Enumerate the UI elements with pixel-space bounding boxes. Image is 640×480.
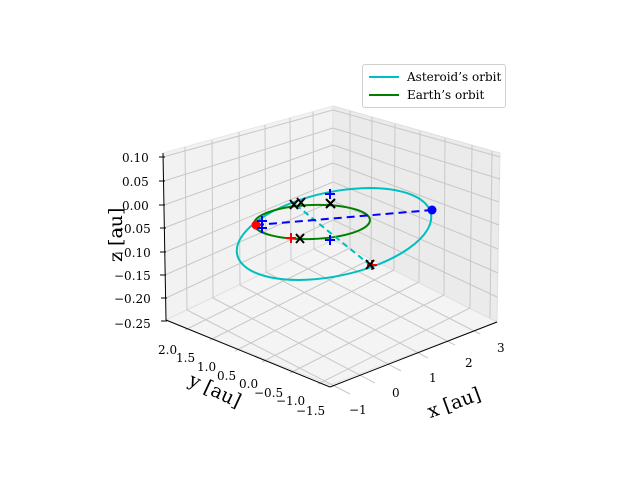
floor-grid (184, 247, 481, 395)
x-axis-label: x [au] (424, 383, 483, 423)
blue-plus-markers (257, 189, 335, 245)
z-tick-label: −0.20 (114, 292, 151, 306)
x-tick-label: 3 (497, 341, 505, 355)
x-tick-label: 0 (392, 386, 400, 400)
x-tick-label: 1 (429, 371, 437, 385)
line-of-apsides (255, 209, 433, 226)
y-tick-label: −0.5 (254, 386, 283, 400)
legend-label: Asteroid’s orbit (407, 70, 502, 84)
earth-swatch (369, 94, 399, 96)
crossing-x-markers (289, 197, 375, 270)
left-pane-grid (162, 109, 334, 311)
z-ticks (159, 156, 167, 322)
y-tick-label: 0.0 (239, 377, 258, 391)
legend-item-earth: Earth’s orbit (369, 86, 484, 104)
x-tick-label: 2 (465, 356, 473, 370)
z-tick-label: −0.15 (114, 269, 151, 283)
y-tick-label: 1.5 (176, 351, 195, 365)
legend: Asteroid’s orbit Earth’s orbit (362, 64, 506, 108)
z-tick-label: −0.10 (114, 246, 151, 260)
red-plus-markers (286, 233, 377, 270)
x-axis-line (329, 321, 498, 388)
y-axis-line (165, 319, 331, 388)
y-tick-label: −1.0 (276, 394, 305, 408)
legend-item-asteroid: Asteroid’s orbit (369, 68, 501, 86)
x-tick-label: −1 (349, 403, 367, 417)
y-tick-label: 2.0 (158, 343, 177, 357)
z-tick-label: −0.25 (114, 317, 151, 331)
y-tick-label: 0.5 (217, 369, 236, 383)
y-tick-label: 1.0 (197, 360, 216, 374)
asteroid-swatch (369, 76, 399, 78)
aphelion-marker (427, 205, 437, 215)
y-tick-label: −1.5 (296, 404, 325, 418)
z-tick-label: 0.05 (122, 175, 149, 189)
right-pane-grid (332, 109, 501, 319)
z-tick-label: −0.05 (114, 222, 151, 236)
legend-label: Earth’s orbit (407, 88, 485, 102)
z-axis-label: z [au] (105, 208, 127, 262)
z-tick-label: 0.00 (122, 199, 149, 213)
z-tick-label: 0.10 (122, 151, 149, 165)
line-of-nodes (295, 204, 371, 266)
